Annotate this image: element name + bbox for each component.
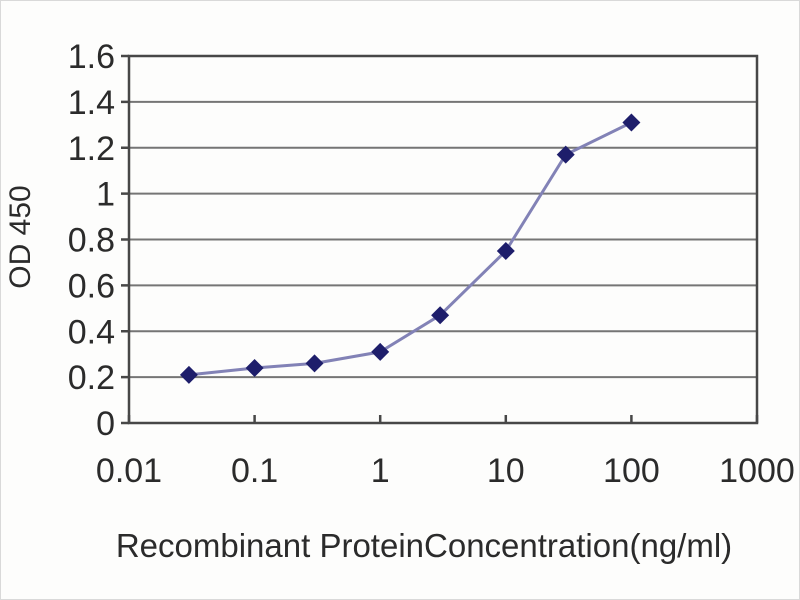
data-point-marker — [622, 113, 641, 132]
data-point-marker — [245, 358, 264, 377]
y-tick-label: 1.6 — [68, 38, 115, 76]
y-tick-label: 1.2 — [68, 130, 115, 168]
y-tick-label: 0 — [96, 405, 115, 443]
data-point-marker — [179, 365, 198, 384]
data-point-marker — [371, 342, 390, 361]
y-tick-label: 1 — [96, 176, 115, 214]
data-point-marker — [556, 145, 575, 164]
x-tick-label: 1000 — [719, 452, 795, 490]
y-tick-label: 1.4 — [68, 84, 115, 122]
x-tick-label: 100 — [603, 452, 660, 490]
data-point-marker — [496, 241, 515, 260]
x-tick-label: 0.1 — [231, 452, 278, 490]
data-point-marker — [305, 354, 324, 373]
x-tick-label: 0.01 — [96, 452, 162, 490]
x-tick-label: 1 — [371, 452, 390, 490]
data-point-marker — [431, 306, 450, 325]
y-tick-label: 0.6 — [68, 267, 115, 305]
y-tick-label: 0.2 — [68, 359, 115, 397]
y-tick-label: 0.8 — [68, 222, 115, 260]
series-line — [188, 121, 633, 377]
y-axis-title: OD 450 — [4, 185, 37, 289]
x-tick-label: 10 — [487, 452, 525, 490]
x-axis-title: Recombinant ProteinConcentration(ng/ml) — [115, 527, 733, 564]
y-tick-label: 0.4 — [68, 313, 115, 351]
